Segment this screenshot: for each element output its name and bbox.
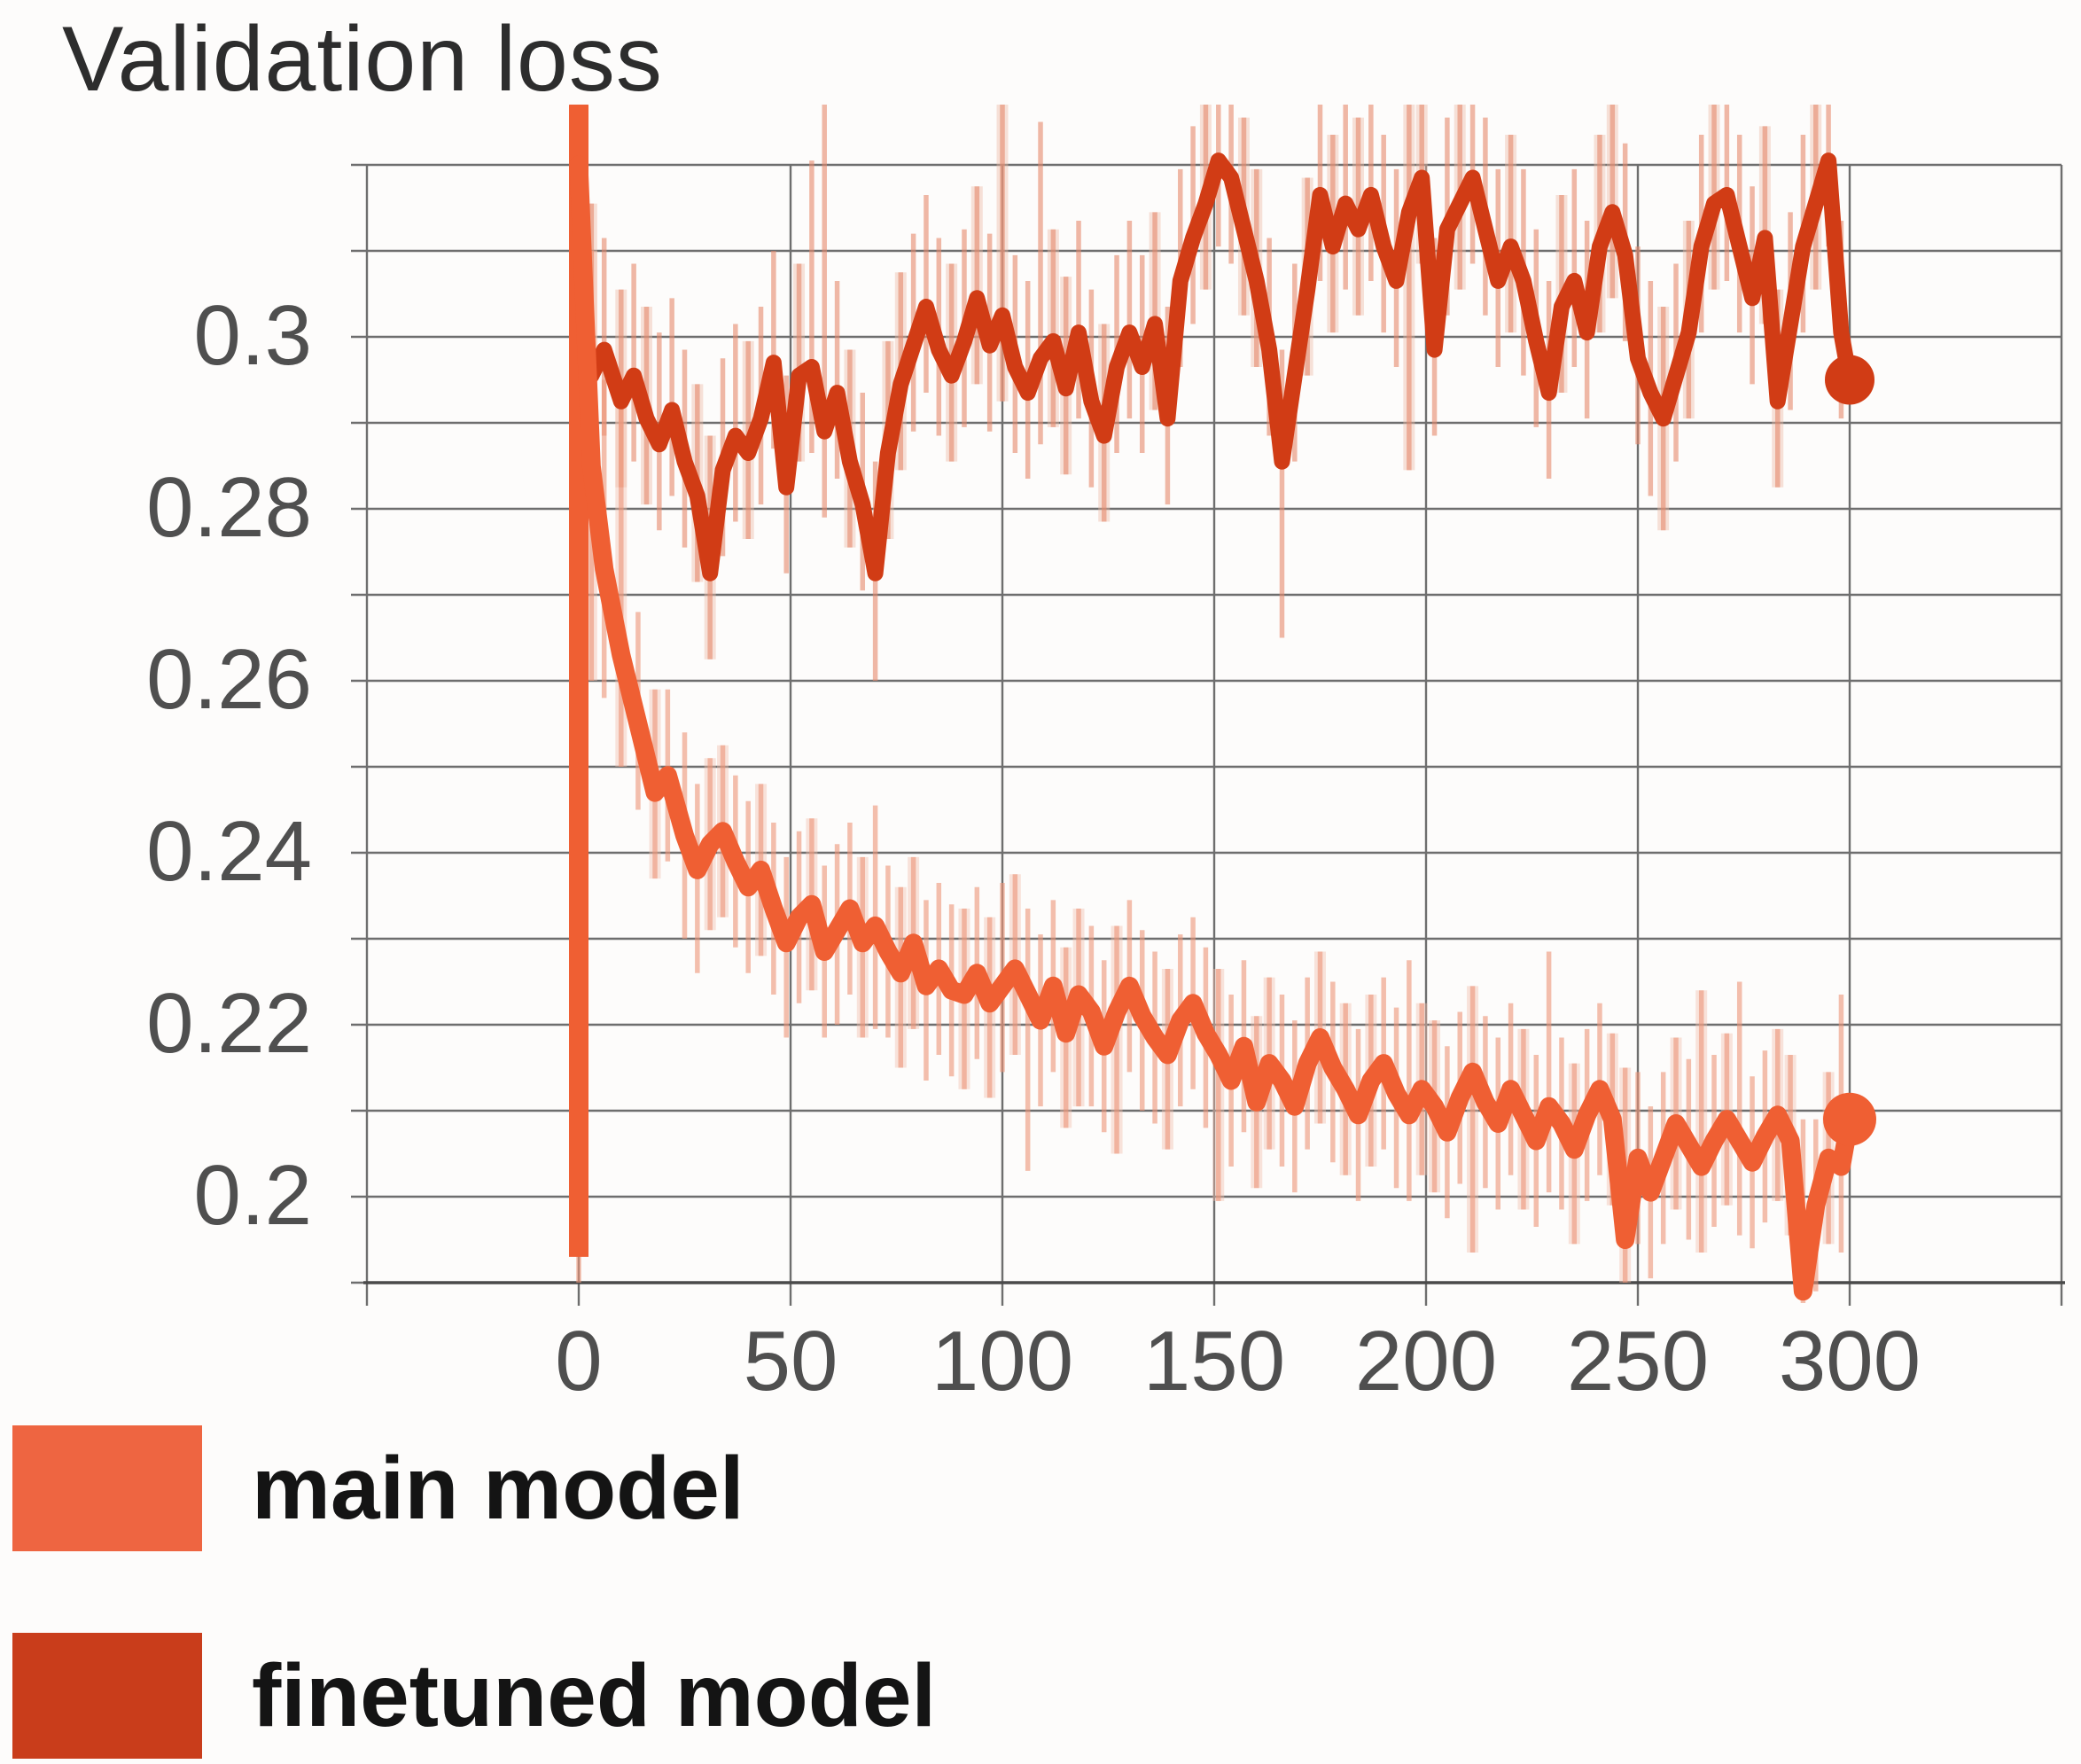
- legend-label-main-model: main model: [252, 1438, 744, 1538]
- x-axis-tick-labels: 0 50 100 150 200 250 300: [555, 1314, 1921, 1409]
- y-tick-label: 0.2: [194, 1148, 312, 1243]
- plot-area: 0 50 100 150 200 250 300 0.3 0.28 0.26 0.24 0.22 0.2: [146, 105, 2065, 1409]
- legend-item-finetuned-model: finetuned model: [0, 1633, 936, 1759]
- x-tick-label: 100: [931, 1314, 1073, 1409]
- y-tick-label: 0.3: [194, 288, 312, 383]
- legend-swatch-main-model: [12, 1425, 202, 1551]
- end-dot-main-model: [1823, 1092, 1876, 1146]
- x-tick-label: 50: [744, 1314, 838, 1409]
- x-tick-label: 300: [1779, 1314, 1921, 1409]
- series-line-main-model: [569, 105, 1859, 1301]
- x-tick-label: 200: [1355, 1314, 1497, 1409]
- x-tick-label: 0: [555, 1314, 602, 1409]
- end-dot-finetuned-model: [1825, 355, 1874, 405]
- y-axis-tick-labels: 0.3 0.28 0.26 0.24 0.22 0.2: [146, 288, 312, 1243]
- y-tick-label: 0.26: [146, 632, 312, 727]
- y-tick-label: 0.24: [146, 804, 312, 899]
- y-tick-label: 0.28: [146, 460, 312, 555]
- page-title: Validation loss: [62, 8, 663, 111]
- legend-item-main-model: main model: [0, 1425, 744, 1551]
- y-tick-label: 0.22: [146, 976, 312, 1071]
- x-tick-label: 250: [1567, 1314, 1709, 1409]
- x-tick-label: 150: [1143, 1314, 1285, 1409]
- legend-swatch-finetuned-model: [12, 1633, 202, 1759]
- legend-label-finetuned-model: finetuned model: [252, 1645, 937, 1745]
- series-layer: [569, 105, 1876, 1303]
